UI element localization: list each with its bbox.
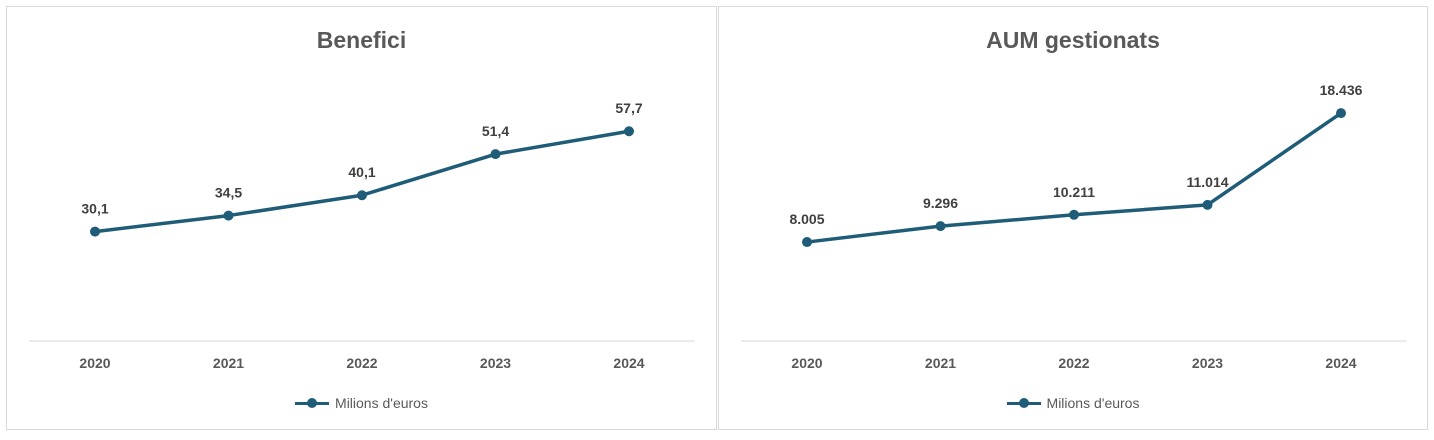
x-tick-label: 2020 xyxy=(791,355,822,371)
data-label: 11.014 xyxy=(1186,174,1228,190)
data-point xyxy=(1202,199,1213,210)
data-point xyxy=(90,226,100,237)
aum-plot: 2020 2021 2022 2023 2024 8.005 9.296 10.211 11.0… xyxy=(741,82,1407,371)
data-label: 57,7 xyxy=(615,100,642,116)
legend-line-marker-icon xyxy=(295,397,330,409)
x-tick-label: 2024 xyxy=(1325,355,1356,371)
x-tick-label: 2021 xyxy=(925,355,956,371)
data-label: 18.436 xyxy=(1320,82,1363,98)
data-label: 9.296 xyxy=(923,195,958,211)
legend-label: Milions d'euros xyxy=(335,395,428,411)
x-tick-label: 2020 xyxy=(79,355,110,371)
data-point xyxy=(935,221,946,232)
series-line xyxy=(806,111,1342,244)
legend-line-marker-icon xyxy=(1006,397,1041,409)
data-label: 51,4 xyxy=(482,123,509,139)
chart-title: Benefici xyxy=(316,27,407,53)
benefici-chart: Benefici 2020 2021 2022 2023 2024 30,1 34,5 40,… xyxy=(6,6,717,430)
series-line xyxy=(94,129,630,234)
data-point xyxy=(490,149,501,160)
data-point xyxy=(1336,108,1346,119)
x-tick-label: 2022 xyxy=(1058,355,1089,371)
aum-gestionats-chart: AUM gestionats 2020 2021 2022 2023 2024 8.005… xyxy=(718,6,1428,430)
data-point xyxy=(802,237,812,248)
x-tick-label: 2021 xyxy=(213,355,244,371)
legend: Milions d'euros xyxy=(7,395,716,411)
data-label: 34,5 xyxy=(215,185,242,201)
chart-title: AUM gestionats xyxy=(986,27,1160,53)
x-tick-label: 2024 xyxy=(613,355,644,371)
x-tick-label: 2023 xyxy=(480,355,511,371)
data-label: 30,1 xyxy=(81,201,108,217)
data-label: 40,1 xyxy=(348,164,375,180)
data-label: 8.005 xyxy=(789,211,824,227)
legend: Milions d'euros xyxy=(719,395,1427,411)
benefici-plot: 2020 2021 2022 2023 2024 30,1 34,5 40,1 51,4 57,7 xyxy=(29,100,695,371)
x-tick-label: 2023 xyxy=(1192,355,1223,371)
legend-label: Milions d'euros xyxy=(1046,395,1140,411)
data-point xyxy=(223,210,234,221)
data-label: 10.211 xyxy=(1053,184,1095,200)
data-point xyxy=(624,126,634,137)
x-tick-label: 2022 xyxy=(346,355,377,371)
data-point xyxy=(1069,209,1079,220)
data-point xyxy=(357,190,367,201)
